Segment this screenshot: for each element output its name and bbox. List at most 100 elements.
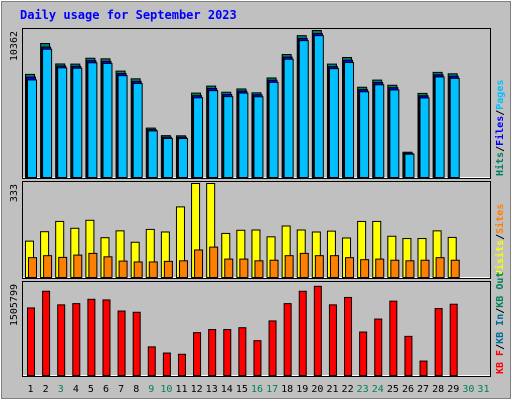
bar-bottom-kb-f-day-1 <box>27 307 35 377</box>
bar-top-pages-day-25 <box>389 89 400 178</box>
bar-middle-sites-day-8 <box>133 261 143 279</box>
series-sites <box>28 246 460 279</box>
bar-bottom-kb-f-day-27 <box>419 360 428 376</box>
bar-top-pages-day-29 <box>449 77 460 178</box>
bar-bottom-kb-f-day-11 <box>177 353 186 377</box>
bar-middle-sites-day-24 <box>375 258 385 278</box>
bar-middle-sites-day-28 <box>435 257 445 278</box>
bar-bottom-kb-f-day-7 <box>117 310 126 376</box>
legend-entry: Files <box>494 116 506 146</box>
bar-top-pages-day-4 <box>72 67 83 178</box>
bar-top-pages-day-2 <box>42 48 53 178</box>
outer-frame-shadow <box>1 1 511 399</box>
max-value-label-bottom: 1505799 <box>9 284 20 326</box>
bar-top-pages-day-20 <box>313 35 324 179</box>
day-label-11: 11 <box>175 384 187 395</box>
day-label-27: 27 <box>417 384 429 395</box>
legend-entry: KB In <box>495 314 506 344</box>
bar-top-pages-day-11 <box>177 138 188 178</box>
bar-bottom-kb-f-day-14 <box>223 329 232 376</box>
bar-middle-sites-day-12 <box>194 249 204 278</box>
day-label-19: 19 <box>296 384 308 395</box>
legend-entry: KB Out <box>495 272 506 308</box>
bar-middle-sites-day-15 <box>239 258 249 278</box>
bar-middle-sites-day-14 <box>224 258 234 278</box>
day-label-10: 10 <box>160 384 172 395</box>
legend-top: Hits/Files/Pages <box>494 80 506 176</box>
bar-bottom-kb-f-day-23 <box>359 331 368 377</box>
day-label-15: 15 <box>236 384 248 395</box>
bar-middle-sites-day-7 <box>118 260 128 278</box>
day-label-7: 7 <box>118 384 124 395</box>
bar-bottom-kb-f-day-13 <box>208 329 217 376</box>
day-label-14: 14 <box>221 384 233 395</box>
bar-top-pages-day-19 <box>298 40 309 178</box>
bar-middle-sites-day-3 <box>58 256 68 278</box>
bar-top-pages-day-8 <box>132 83 143 178</box>
legend-entry: Visits <box>494 240 506 276</box>
bar-middle-sites-day-6 <box>103 256 113 279</box>
day-label-22: 22 <box>342 384 354 395</box>
bar-middle-sites-day-26 <box>405 260 415 279</box>
bar-bottom-kb-f-day-5 <box>87 298 96 376</box>
legend-entry: / <box>495 344 506 350</box>
bar-bottom-kb-f-day-18 <box>283 303 292 376</box>
bar-bottom-kb-f-day-29 <box>449 303 458 376</box>
bar-bottom-kb-f-day-21 <box>328 304 337 376</box>
day-label-5: 5 <box>88 384 94 395</box>
bar-top-pages-day-28 <box>434 76 445 178</box>
bar-top-pages-day-24 <box>374 84 385 178</box>
bar-bottom-kb-f-day-17 <box>268 320 277 376</box>
bar-bottom-kb-f-day-10 <box>162 352 171 376</box>
bar-top-pages-day-5 <box>87 62 98 178</box>
day-label-30: 30 <box>462 384 474 395</box>
bar-middle-sites-day-27 <box>420 259 430 278</box>
day-label-12: 12 <box>191 384 203 395</box>
day-label-24: 24 <box>372 384 384 395</box>
legend-middle: Visits/Sites <box>494 204 506 276</box>
bar-middle-sites-day-25 <box>390 259 400 278</box>
bar-middle-sites-day-23 <box>360 259 370 279</box>
bar-top-pages-day-16 <box>253 96 264 178</box>
day-label-20: 20 <box>311 384 323 395</box>
bar-middle-sites-day-16 <box>254 260 264 279</box>
bar-top-pages-day-27 <box>419 97 430 178</box>
day-label-26: 26 <box>402 384 414 395</box>
series-kb-f <box>27 285 458 377</box>
day-labels: 1 2 3 4 5 6 7 8 9 10 11 12 13 14 15 16 17 18 19 20 21 22 23 24 2… <box>28 384 490 395</box>
bar-top-pages-day-17 <box>268 81 279 178</box>
day-label-23: 23 <box>357 384 369 395</box>
bar-top-pages-day-12 <box>193 97 204 178</box>
bar-middle-sites-day-1 <box>28 257 37 278</box>
bar-top-pages-day-3 <box>57 67 68 178</box>
day-label-8: 8 <box>133 384 139 395</box>
legend-bottom: KB F/KB In/KB Out <box>495 272 506 374</box>
bar-middle-sites-day-4 <box>73 254 83 279</box>
day-label-13: 13 <box>206 384 218 395</box>
day-label-16: 16 <box>251 384 263 395</box>
bar-top-pages-day-10 <box>162 138 173 178</box>
day-label-25: 25 <box>387 384 399 395</box>
chart-panels: 10362Hits/Files/Pages333Visits/Sites1505… <box>9 28 506 377</box>
legend-entry: / <box>495 234 506 240</box>
bar-bottom-kb-f-day-4 <box>72 303 81 376</box>
chart-title: Daily usage for September 2023 <box>20 8 237 22</box>
day-label-3: 3 <box>58 384 64 395</box>
bar-bottom-kb-f-day-12 <box>193 332 202 377</box>
bar-middle-sites-day-10 <box>163 260 173 278</box>
bar-bottom-kb-f-day-26 <box>404 335 413 376</box>
bar-middle-sites-day-11 <box>178 260 188 279</box>
day-label-17: 17 <box>266 384 278 395</box>
day-label-28: 28 <box>432 384 444 395</box>
bar-bottom-kb-f-day-3 <box>57 304 66 376</box>
bar-top-pages-day-1 <box>27 79 37 178</box>
legend-entry: KB F <box>495 350 506 374</box>
bar-middle-sites-day-13 <box>209 246 219 279</box>
legend-entry: Hits <box>494 152 506 176</box>
bar-bottom-kb-f-day-9 <box>147 346 156 377</box>
bar-middle-sites-day-19 <box>299 252 309 279</box>
legend-entry: / <box>495 308 506 314</box>
